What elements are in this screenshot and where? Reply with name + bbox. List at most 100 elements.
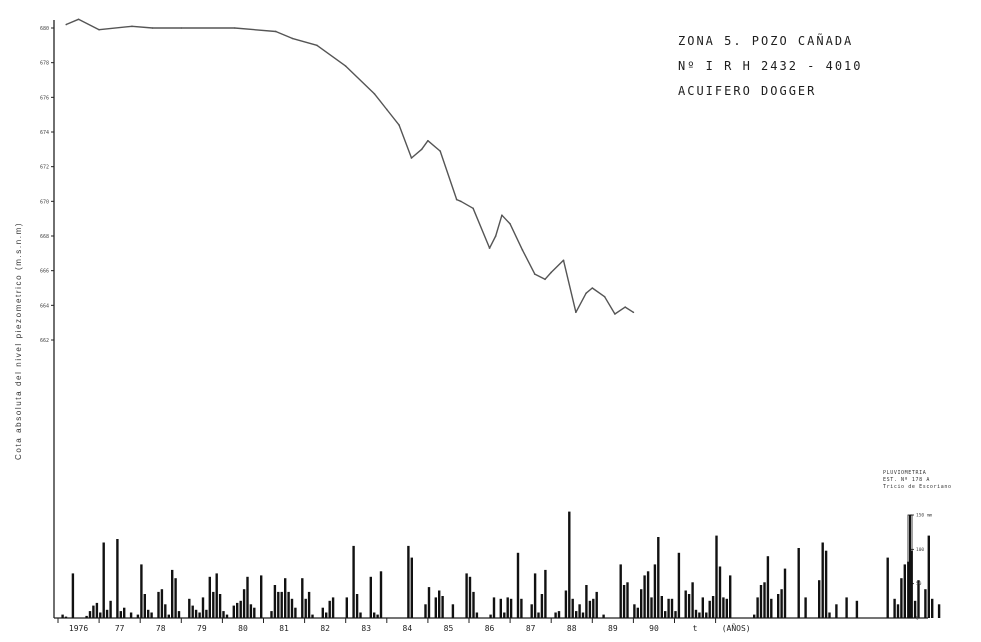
rain-bar: [636, 607, 639, 618]
rain-bar: [783, 568, 787, 618]
rain-bar: [664, 611, 667, 618]
rain-bar: [301, 578, 304, 618]
water-level-point: [494, 235, 497, 237]
rain-bar: [540, 594, 544, 618]
rain-bar: [92, 605, 95, 618]
rain-bar: [592, 598, 595, 618]
rain-bar: [715, 535, 718, 618]
rain-bar: [667, 598, 670, 618]
water-level-point: [131, 25, 133, 28]
rain-bar: [626, 582, 629, 618]
water-level-point: [591, 287, 594, 289]
x-tick-label: 1976: [69, 624, 88, 633]
x-tick-label: (AÑOS): [722, 623, 751, 633]
rain-tick-label: 0: [916, 616, 919, 622]
water-level-point: [603, 295, 606, 298]
rain-bar: [657, 537, 660, 618]
rain-bar: [208, 576, 211, 618]
rain-bar: [821, 542, 824, 618]
rain-bar: [325, 612, 328, 618]
rain-bar: [503, 612, 506, 618]
y-tick-label: 672: [40, 165, 49, 171]
rain-bar: [509, 598, 513, 618]
x-tick-label: 83: [361, 624, 371, 633]
rain-bar: [575, 611, 578, 618]
rain-bar: [109, 600, 112, 618]
rain-bar: [290, 598, 294, 618]
rain-bar: [472, 591, 475, 618]
rain-bar: [379, 571, 383, 618]
rain-bar: [687, 594, 691, 618]
water-level-point: [151, 27, 154, 29]
rain-bar: [753, 614, 756, 618]
rain-bar: [150, 612, 153, 618]
rain-bar: [489, 614, 492, 618]
x-tick-label: 84: [403, 624, 413, 633]
rain-bar: [160, 589, 164, 618]
rain-bar: [595, 591, 598, 618]
rain-bar: [492, 597, 496, 618]
rain-bar: [568, 511, 571, 618]
rain-bar: [373, 612, 376, 618]
rain-bar: [581, 612, 585, 618]
rain-bar: [352, 545, 355, 618]
rain-bar: [222, 611, 225, 618]
rain-bar: [105, 609, 109, 618]
rain-bar: [537, 612, 540, 618]
water-level-point: [410, 157, 413, 159]
rain-bar: [260, 575, 263, 618]
rain-bar: [818, 580, 821, 618]
y-tick-label: 662: [40, 338, 49, 344]
rain-bar: [530, 604, 533, 618]
x-tick-label: 81: [279, 624, 289, 633]
rain-bar: [438, 590, 441, 618]
rain-bar: [564, 590, 568, 618]
rain-bar: [147, 609, 150, 618]
rain-bar: [177, 611, 181, 618]
rain-bar: [759, 585, 763, 618]
rain-bar: [194, 609, 198, 618]
rain-bar: [520, 598, 523, 618]
water-level-point: [420, 148, 423, 151]
rain-bar: [198, 612, 201, 618]
rain-tick-label: 150 mm: [916, 513, 933, 519]
rain-bar: [585, 585, 588, 618]
rain-bar: [85, 615, 88, 618]
rain-bar: [465, 573, 468, 618]
water-level-point: [509, 223, 511, 225]
rain-bar: [61, 614, 64, 618]
rain-bar: [95, 602, 99, 618]
water-level-point: [632, 311, 635, 314]
rain-bar: [554, 612, 557, 618]
x-tick-label: 86: [485, 624, 495, 633]
rain-bar: [506, 597, 509, 618]
x-tick-label: t: [693, 624, 698, 633]
rain-bar: [280, 591, 283, 618]
water-level-point: [180, 27, 183, 29]
rain-bar: [201, 597, 205, 618]
rain-bar: [376, 614, 379, 618]
rain-bar: [410, 557, 413, 618]
rain-bar: [694, 609, 698, 618]
rain-bar: [328, 600, 331, 618]
x-tick-label: 78: [156, 624, 166, 633]
rain-bar: [824, 550, 828, 618]
rain-bar: [427, 587, 431, 618]
rain-bar: [893, 598, 896, 618]
water-level-point: [488, 247, 491, 249]
rain-bar: [660, 596, 663, 618]
rain-bar: [232, 605, 235, 618]
y-tick-label: 670: [40, 199, 49, 205]
rain-bar: [913, 600, 917, 618]
rain-bar: [157, 591, 160, 618]
rain-bar: [424, 604, 427, 618]
rain-bar: [143, 594, 146, 618]
water-level-point: [562, 259, 565, 262]
rain-bar: [287, 591, 290, 618]
water-level-point: [521, 249, 524, 251]
rain-bar: [903, 564, 906, 618]
rain-bar: [763, 582, 766, 618]
water-level-point: [575, 311, 577, 314]
rain-bar: [924, 589, 927, 618]
